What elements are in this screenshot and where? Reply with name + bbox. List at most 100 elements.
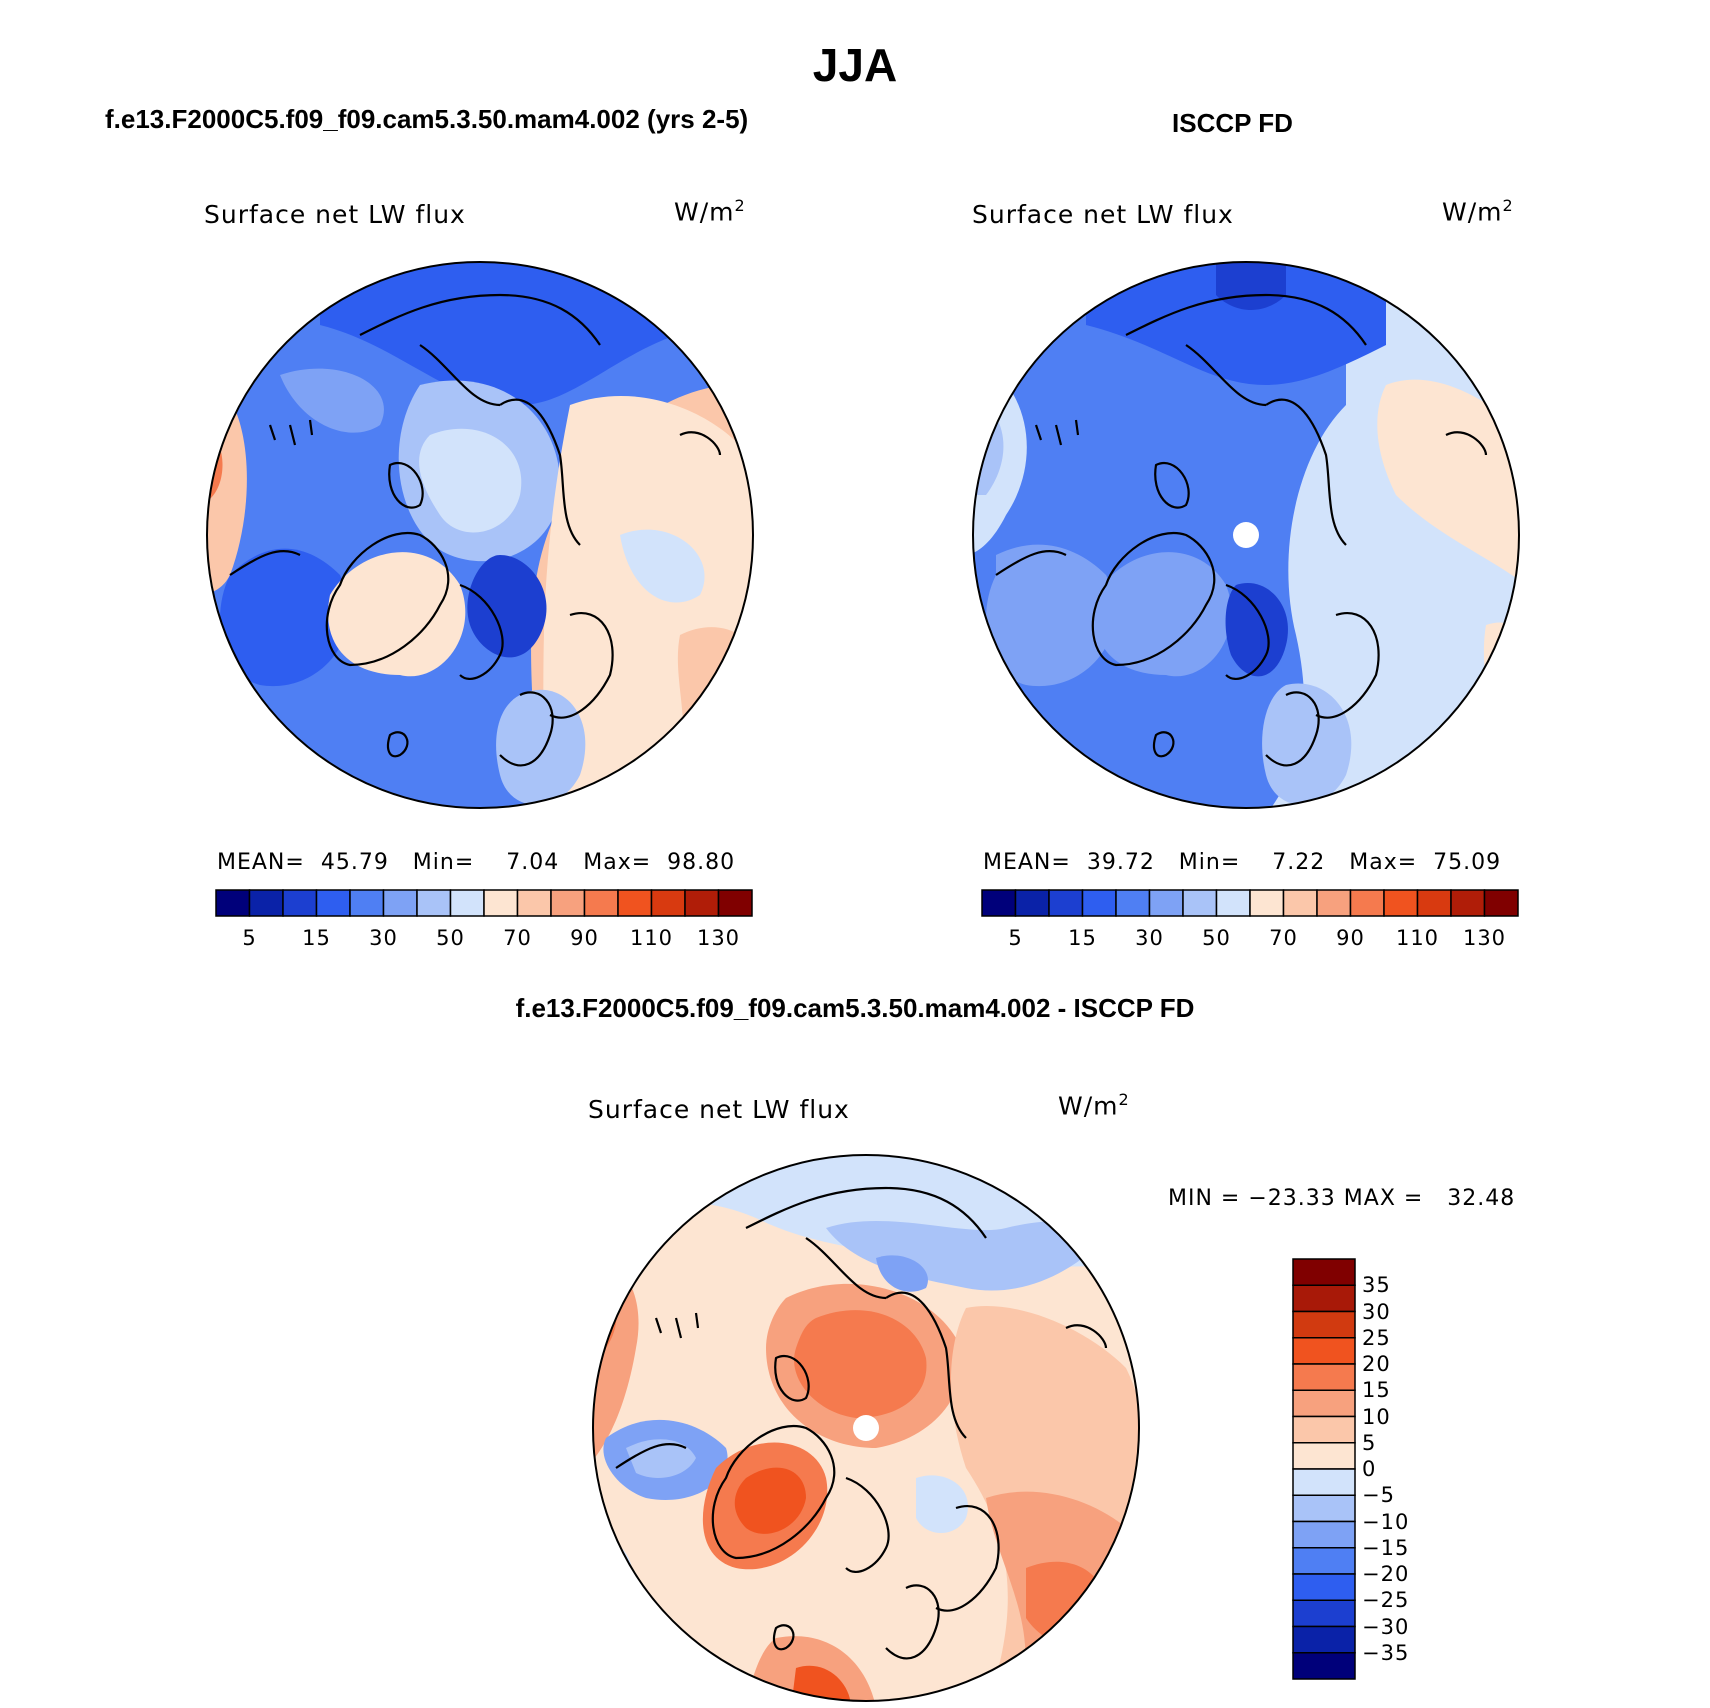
diff-colorbar-label: 20	[1362, 1352, 1391, 1376]
diff-colorbar-box	[1292, 1494, 1356, 1523]
diff-colorbar-box	[1292, 1468, 1356, 1496]
diff-colorbar-box	[1292, 1415, 1356, 1444]
diff-title: f.e13.F2000C5.f09_f09.cam5.3.50.mam4.002…	[515, 993, 1195, 1023]
obs-colorbar-label: 70	[1269, 926, 1298, 950]
obs-colorbar-label: 15	[1068, 926, 1097, 950]
diff-colorbar-label: −5	[1362, 1483, 1395, 1508]
diff-polar-map	[592, 1154, 1140, 1702]
model-colorbar-box	[282, 889, 318, 917]
diff-colorbar-box	[1292, 1599, 1356, 1628]
obs-colorbar-box	[1249, 889, 1285, 917]
obs-colorbar-box	[1349, 889, 1385, 917]
main-title: JJA	[812, 39, 898, 91]
obs-panel-units: W/m2	[1442, 196, 1514, 227]
diff-colorbar-box	[1292, 1547, 1356, 1575]
model-colorbar-box	[483, 889, 519, 917]
model-panel-units: W/m2	[674, 196, 746, 227]
diff-colorbar-label: 0	[1362, 1457, 1377, 1481]
diff-colorbar-label: 10	[1362, 1404, 1391, 1429]
model-colorbar-box	[583, 889, 619, 917]
model-colorbar-box	[215, 889, 251, 917]
diff-colorbar-box	[1292, 1363, 1356, 1391]
model-colorbar-box	[449, 889, 485, 917]
diff-colorbar-box	[1292, 1520, 1356, 1549]
model-colorbar-box	[650, 889, 686, 917]
obs-colorbar-box	[981, 889, 1017, 917]
obs-colorbar-box	[1048, 889, 1084, 917]
model-colorbar-box	[416, 889, 452, 917]
obs-colorbar-box	[1115, 889, 1151, 917]
diff-colorbar-box	[1292, 1284, 1356, 1313]
model-colorbar-label: 30	[369, 926, 398, 950]
model-colorbar-box	[717, 889, 753, 917]
obs-colorbar-box	[1215, 889, 1251, 917]
model-colorbar-box	[550, 889, 586, 917]
model-stats: MEAN= 45.79 Min= 7.04 Max= 98.80	[217, 850, 736, 875]
obs-colorbar-label: 110	[1395, 926, 1440, 950]
obs-colorbar-box	[1416, 889, 1452, 917]
diff-colorbar-box	[1292, 1389, 1356, 1418]
diff-colorbar-label: −25	[1362, 1588, 1410, 1613]
diff-colorbar-label: 15	[1362, 1378, 1391, 1403]
obs-colorbar-label: 130	[1462, 926, 1507, 950]
diff-colorbar-box	[1292, 1258, 1356, 1286]
diff-colorbar-box	[1292, 1652, 1356, 1680]
diff-colorbar-label: −20	[1362, 1562, 1410, 1586]
obs-colorbar-box	[1383, 889, 1419, 917]
obs-colorbar-label: 90	[1336, 926, 1365, 950]
obs-colorbar-box	[1081, 889, 1117, 917]
obs-colorbar-label: 30	[1135, 926, 1164, 950]
diff-colorbar-labels: 35 30 25 20 15 10 5 0 −5 −10 −15 −20 −25 −30 −35	[1362, 1256, 1482, 1682]
obs-colorbar	[981, 889, 1519, 917]
model-colorbar-label: 50	[436, 926, 465, 950]
model-colorbar-box	[516, 889, 552, 917]
diff-colorbar-label: −15	[1362, 1535, 1410, 1560]
diff-colorbar-label: 30	[1362, 1299, 1391, 1324]
obs-colorbar-label: 50	[1202, 926, 1231, 950]
model-colorbar-box	[349, 889, 385, 917]
diff-panel-title: Surface net LW flux	[588, 1095, 850, 1124]
model-colorbar-label: 90	[570, 926, 599, 950]
diff-colorbar-label: −30	[1362, 1614, 1410, 1639]
model-colorbar-labels: 5 15 30 50 70 90 110 130	[214, 926, 754, 952]
model-colorbar-label: 130	[696, 926, 741, 950]
diff-colorbar-label: −35	[1362, 1640, 1410, 1665]
obs-colorbar-box	[1316, 889, 1352, 917]
obs-panel-title: Surface net LW flux	[972, 200, 1234, 229]
model-colorbar-box	[382, 889, 418, 917]
diff-colorbar-box	[1292, 1625, 1356, 1654]
obs-colorbar-box	[1182, 889, 1218, 917]
model-colorbar-box	[248, 889, 284, 917]
obs-colorbar-labels: 5 15 30 50 70 90 110 130	[980, 926, 1520, 952]
obs-colorbar-label: 5	[1008, 926, 1023, 950]
model-colorbar	[215, 889, 753, 917]
diff-colorbar-label: 35	[1362, 1273, 1391, 1298]
obs-colorbar-box	[1282, 889, 1318, 917]
diff-colorbar-label: −10	[1362, 1509, 1410, 1534]
obs-title: ISCCP FD	[1172, 108, 1293, 138]
diff-colorbar-label: 5	[1362, 1430, 1377, 1455]
model-colorbar-label: 110	[629, 926, 674, 950]
diff-colorbar-box	[1292, 1310, 1356, 1339]
model-polar-map	[206, 261, 754, 809]
diff-panel-units: W/m2	[1058, 1090, 1130, 1121]
model-colorbar-label: 70	[503, 926, 532, 950]
model-colorbar-box	[684, 889, 720, 917]
obs-stats: MEAN= 39.72 Min= 7.22 Max= 75.09	[983, 850, 1502, 875]
diff-colorbar-label: 25	[1362, 1325, 1391, 1350]
model-colorbar-box	[315, 889, 351, 917]
obs-colorbar-box	[1483, 889, 1519, 917]
diff-stats: MIN = −23.33 MAX = 32.48	[1168, 1186, 1516, 1211]
obs-colorbar-box	[1014, 889, 1050, 917]
diff-colorbar-box	[1292, 1573, 1356, 1601]
model-colorbar-box	[617, 889, 653, 917]
model-colorbar-label: 5	[242, 926, 257, 950]
diff-colorbar-box	[1292, 1337, 1356, 1365]
obs-polar-map	[972, 261, 1520, 809]
obs-colorbar-box	[1148, 889, 1184, 917]
model-colorbar-label: 15	[302, 926, 331, 950]
model-panel-title: Surface net LW flux	[204, 200, 466, 229]
obs-colorbar-box	[1450, 889, 1486, 917]
diff-colorbar-box	[1292, 1442, 1356, 1470]
diff-colorbar	[1292, 1258, 1356, 1680]
